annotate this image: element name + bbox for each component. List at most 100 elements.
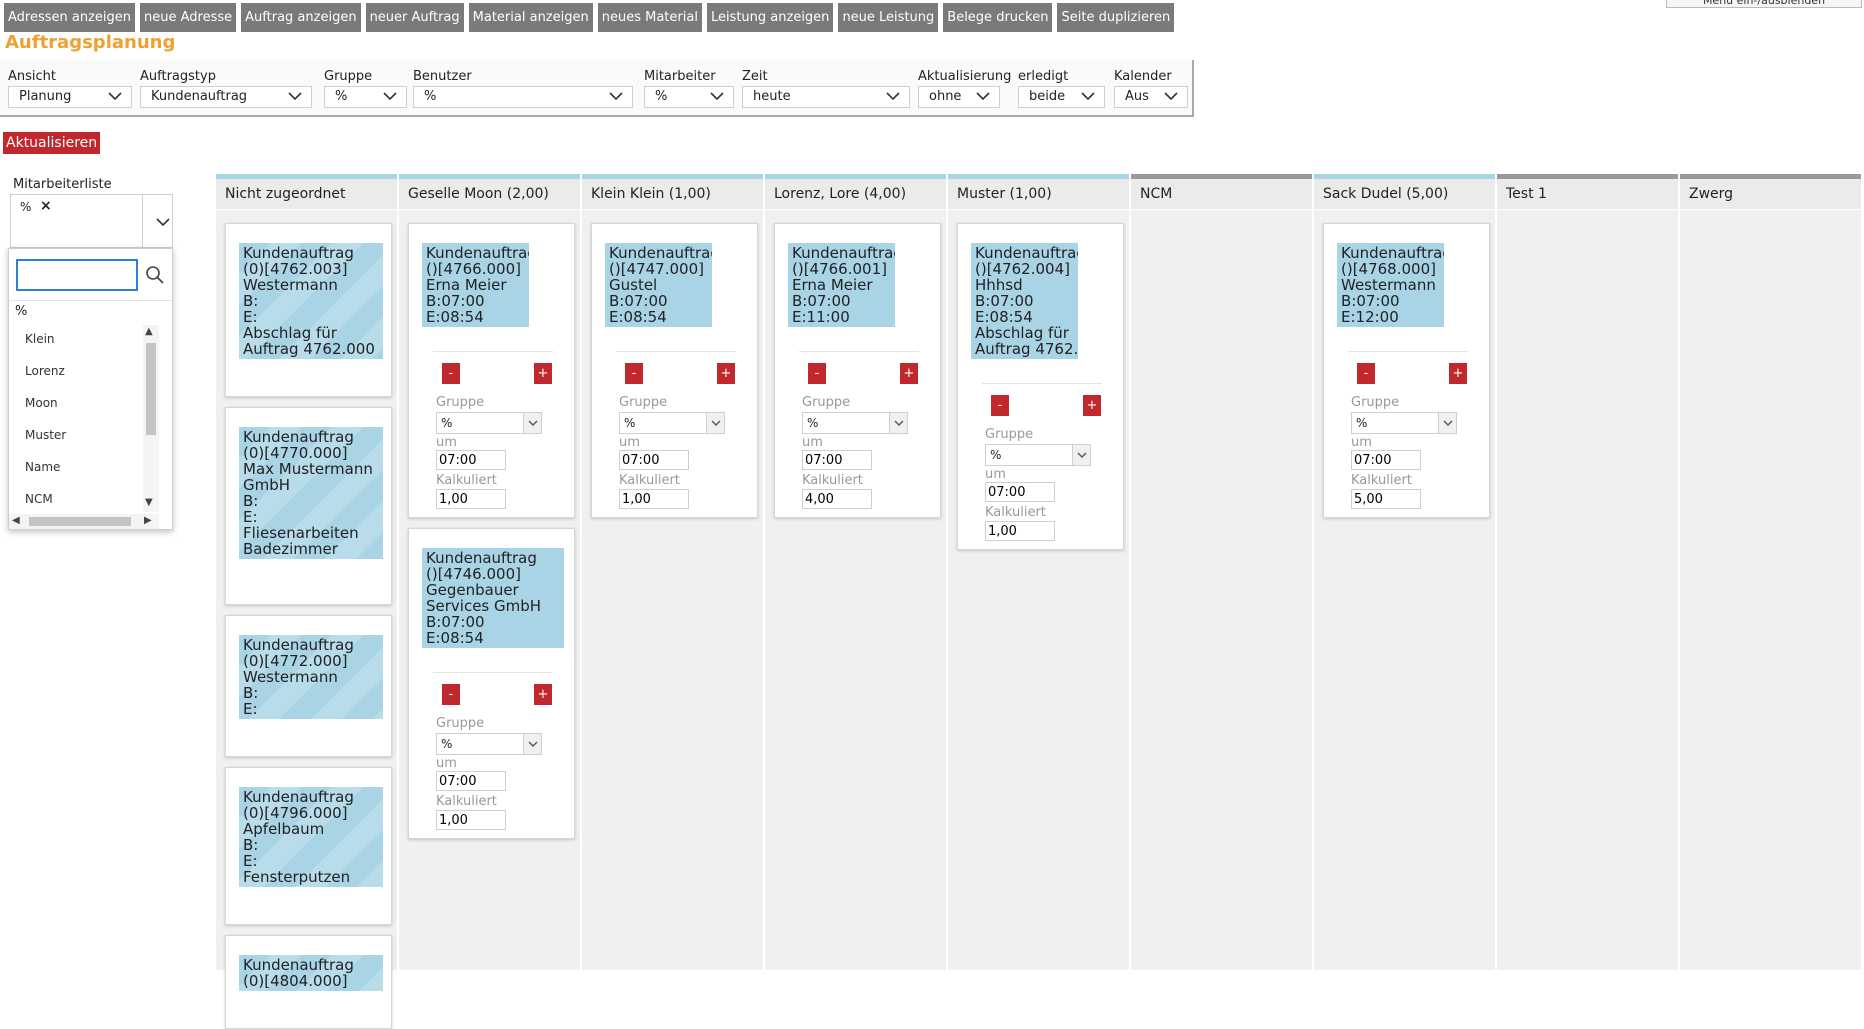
order-info[interactable]: Kundenauftrag ()[4746.000] Gegenbauer Se… [422, 548, 564, 648]
increase-button[interactable]: + [1449, 363, 1467, 384]
column-header[interactable]: Lorenz, Lore (4,00) [765, 174, 946, 209]
employee-option[interactable]: Name [25, 460, 61, 474]
new-material-button[interactable]: neues Material [597, 3, 702, 32]
vertical-scrollbar[interactable]: ▲ ▼ [143, 325, 159, 512]
order-info[interactable]: Kundenauftrag ()[4766.000] Erna Meier B:… [422, 243, 529, 327]
order-card[interactable]: Kundenauftrag ()[4768.000] Westermann B:… [1323, 223, 1490, 518]
um-input[interactable] [1351, 450, 1421, 470]
chevron-down-icon[interactable] [155, 215, 171, 229]
remove-tag-icon[interactable]: × [40, 198, 52, 214]
scroll-up-icon[interactable]: ▲ [145, 326, 153, 337]
show-service-button[interactable]: Leistung anzeigen [706, 3, 834, 32]
decrease-button[interactable]: - [442, 684, 460, 705]
order-info[interactable]: Kundenauftrag ()[4766.001] Erna Meier B:… [788, 243, 895, 327]
print-documents-button[interactable]: Belege drucken [943, 3, 1053, 32]
order-card[interactable]: Kundenauftrag ()[4766.000] Erna Meier B:… [408, 223, 575, 518]
kalkuliert-input[interactable] [1351, 489, 1421, 509]
show-material-button[interactable]: Material anzeigen [468, 3, 593, 32]
order-info[interactable]: Kundenauftrag (0)[4796.000] Apfelbaum B:… [239, 787, 383, 887]
kalkuliert-input[interactable] [985, 521, 1055, 541]
order-info[interactable]: Kundenauftrag ()[4747.000] Gustel B:07:0… [605, 243, 712, 327]
um-input[interactable] [802, 450, 872, 470]
kalkuliert-input[interactable] [619, 489, 689, 509]
employee-option[interactable]: Lorenz [25, 364, 65, 378]
column-header[interactable]: NCM [1131, 174, 1312, 209]
menu-toggle-button[interactable]: Menü ein-/ausblenden [1666, 0, 1862, 8]
gruppe-select[interactable]: % [985, 444, 1091, 466]
column-header[interactable]: Klein Klein (1,00) [582, 174, 763, 209]
order-card[interactable]: Kundenauftrag (0)[4772.000] Westermann B… [225, 615, 392, 757]
decrease-button[interactable]: - [442, 363, 460, 384]
order-card[interactable]: Kundenauftrag (0)[4770.000] Max Musterma… [225, 407, 392, 605]
search-icon[interactable] [145, 265, 165, 285]
employee-option[interactable]: Moon [25, 396, 58, 410]
employee-option[interactable]: Muster [25, 428, 67, 442]
kalkuliert-input[interactable] [436, 489, 506, 509]
order-card[interactable]: Kundenauftrag ()[4762.004] Hhhsd B:07:00… [957, 223, 1124, 550]
column-header[interactable]: Sack Dudel (5,00) [1314, 174, 1495, 209]
order-info[interactable]: Kundenauftrag ()[4762.004] Hhhsd B:07:00… [971, 243, 1078, 359]
increase-button[interactable]: + [534, 363, 552, 384]
order-info[interactable]: Kundenauftrag (0)[4770.000] Max Musterma… [239, 427, 383, 559]
scroll-right-icon[interactable]: ▶ [144, 515, 152, 526]
update-button[interactable]: Aktualisieren [3, 132, 101, 154]
order-info[interactable]: Kundenauftrag (0)[4772.000] Westermann B… [239, 635, 383, 719]
order-info[interactable]: Kundenauftrag ()[4768.000] Westermann B:… [1337, 243, 1444, 327]
employee-search-input[interactable] [16, 259, 138, 291]
order-card[interactable]: Kundenauftrag ()[4747.000] Gustel B:07:0… [591, 223, 758, 518]
order-info[interactable]: Kundenauftrag (0)[4762.003] Westermann B… [239, 243, 383, 359]
gruppe-select[interactable]: % [324, 86, 407, 108]
kalkuliert-input[interactable] [436, 810, 506, 830]
show-order-button[interactable]: Auftrag anzeigen [241, 3, 361, 32]
column-header[interactable]: Zwerg [1680, 174, 1861, 209]
gruppe-select[interactable]: % [436, 733, 542, 755]
decrease-button[interactable]: - [991, 395, 1009, 416]
aktualisierung-select[interactable]: ohne [918, 86, 1000, 108]
order-card[interactable]: Kundenauftrag ()[4746.000] Gegenbauer Se… [408, 528, 575, 839]
increase-button[interactable]: + [1083, 395, 1101, 416]
mitarbeiter-select[interactable]: % [644, 86, 734, 108]
new-address-button[interactable]: neue Adresse [140, 3, 237, 32]
column-header[interactable]: Nicht zugeordnet [216, 174, 397, 209]
employee-option[interactable]: NCM [25, 492, 53, 506]
gruppe-select[interactable]: % [1351, 412, 1457, 434]
um-input[interactable] [436, 450, 506, 470]
ansicht-select[interactable]: Planung [8, 86, 132, 108]
decrease-button[interactable]: - [808, 363, 826, 384]
erledigt-select[interactable]: beide [1018, 86, 1105, 108]
duplicate-page-button[interactable]: Seite duplizieren [1057, 3, 1175, 32]
horizontal-scrollbar[interactable]: ◀ ▶ [9, 514, 159, 529]
column-header[interactable]: Test 1 [1497, 174, 1678, 209]
increase-button[interactable]: + [534, 684, 552, 705]
kalender-select[interactable]: Aus [1114, 86, 1188, 108]
scrollbar-thumb[interactable] [146, 343, 156, 435]
show-addresses-button[interactable]: Adressen anzeigen [4, 3, 136, 32]
um-input[interactable] [436, 771, 506, 791]
decrease-button[interactable]: - [625, 363, 643, 384]
column-header[interactable]: Muster (1,00) [948, 174, 1129, 209]
zeit-select[interactable]: heute [742, 86, 910, 108]
decrease-button[interactable]: - [1357, 363, 1375, 384]
employee-option[interactable]: Klein [25, 332, 55, 346]
order-card[interactable]: Kundenauftrag (0)[4762.003] Westermann B… [225, 223, 392, 397]
new-order-button[interactable]: neuer Auftrag [365, 3, 464, 32]
order-card[interactable]: Kundenauftrag ()[4766.001] Erna Meier B:… [774, 223, 941, 518]
order-card[interactable]: Kundenauftrag (0)[4804.000] [225, 935, 392, 1029]
um-input[interactable] [619, 450, 689, 470]
scrollbar-thumb[interactable] [29, 517, 131, 526]
column-header[interactable]: Geselle Moon (2,00) [399, 174, 580, 209]
um-input[interactable] [985, 482, 1055, 502]
gruppe-select[interactable]: % [436, 412, 542, 434]
order-card[interactable]: Kundenauftrag (0)[4796.000] Apfelbaum B:… [225, 767, 392, 925]
kalkuliert-input[interactable] [802, 489, 872, 509]
increase-button[interactable]: + [717, 363, 735, 384]
gruppe-select[interactable]: % [619, 412, 725, 434]
new-service-button[interactable]: neue Leistung [838, 3, 939, 32]
auftragstyp-select[interactable]: Kundenauftrag [140, 86, 312, 108]
increase-button[interactable]: + [900, 363, 918, 384]
scroll-left-icon[interactable]: ◀ [12, 515, 20, 526]
gruppe-select[interactable]: % [802, 412, 908, 434]
order-info[interactable]: Kundenauftrag (0)[4804.000] [239, 955, 383, 991]
employee-list-select[interactable]: % × [10, 194, 173, 248]
scroll-down-icon[interactable]: ▼ [145, 497, 153, 508]
